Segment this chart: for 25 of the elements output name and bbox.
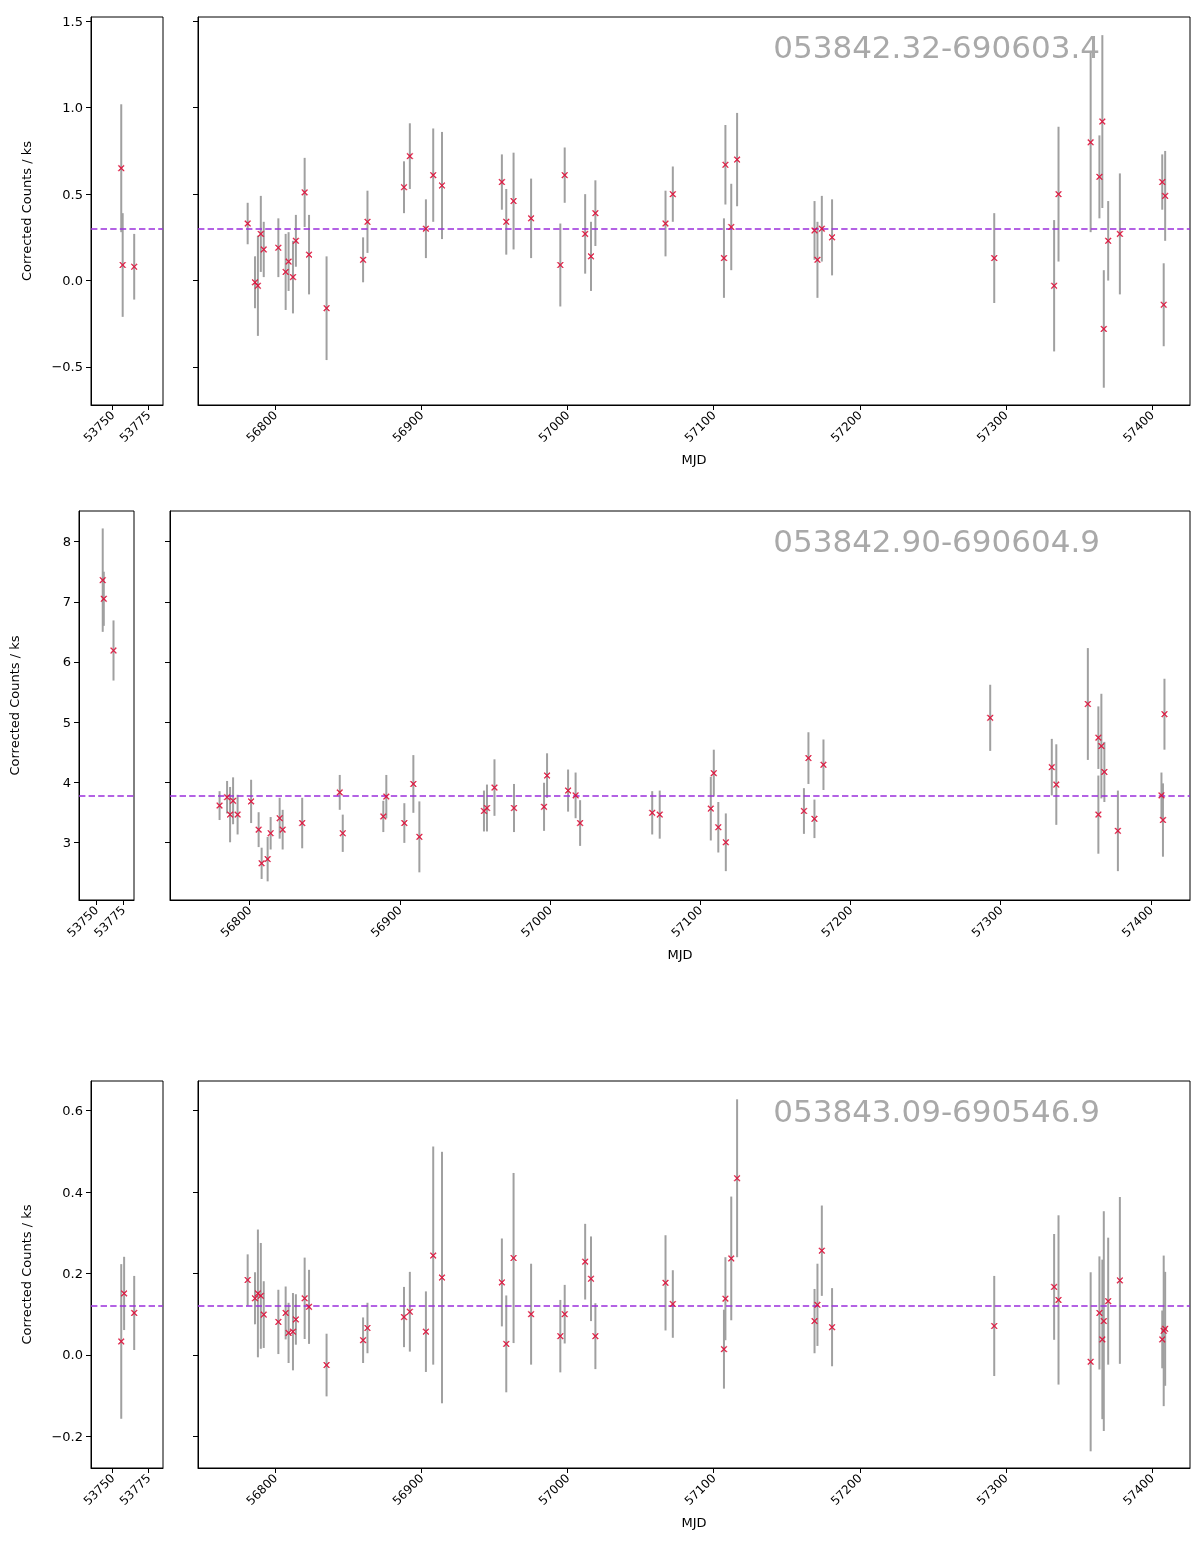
y-tick-label: −0.2 [51, 1428, 83, 1444]
y-axis-title: Corrected Counts / ks [19, 140, 34, 282]
y-tick-label: 4 [62, 774, 71, 790]
y-tick-label: 6 [62, 654, 71, 670]
y-tick-label: −0.5 [51, 359, 83, 375]
y-tick-label: 7 [62, 594, 71, 610]
x-axis-title: MJD [681, 1515, 707, 1530]
y-axis-title: Corrected Counts / ks [7, 635, 22, 776]
y-tick-label: 0.0 [62, 1347, 83, 1363]
y-tick-label: 0.0 [62, 273, 83, 289]
y-tick-label: 8 [62, 534, 71, 550]
y-tick-label: 3 [62, 834, 71, 850]
y-tick-label: 0.4 [62, 1184, 83, 1200]
y-tick-label: 1.0 [62, 100, 83, 116]
x-axis-title: MJD [681, 452, 707, 467]
y-tick-label: 0.5 [62, 186, 83, 202]
y-axis-title: Corrected Counts / ks [19, 1204, 34, 1345]
x-axis-title: MJD [667, 947, 693, 962]
annotation: 053842.32-690603.4 [773, 28, 1101, 65]
y-tick-label: 0.6 [62, 1103, 83, 1119]
annotation: 053842.90-690604.9 [773, 522, 1101, 559]
y-tick-label: 5 [62, 714, 71, 730]
y-tick-label: 0.2 [62, 1265, 83, 1281]
annotation: 053843.09-690546.9 [773, 1092, 1101, 1129]
y-tick-label: 1.5 [62, 13, 83, 29]
